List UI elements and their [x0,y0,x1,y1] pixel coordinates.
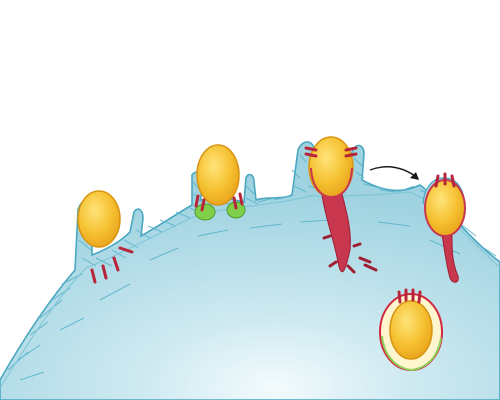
junction-markers [397,288,422,304]
parasite-tail [441,234,459,283]
junction-markers [90,246,134,284]
junction-markers [434,172,456,188]
stage-moving-junction [194,144,246,221]
stage-vacuole [379,288,443,372]
stage-attachment [77,190,134,284]
parasite [77,190,121,248]
trailing-spikes [322,234,378,274]
parasite [196,144,240,206]
junction-markers [194,192,244,212]
junction-markers [304,146,358,158]
parasite [424,179,466,237]
vacuole-green-edge [381,335,442,372]
stage-internalized [422,172,466,283]
parasite [389,300,433,360]
host-cell [0,141,500,400]
progression-arrow [369,166,419,180]
green-protein [194,203,216,221]
enveloping-membrane [310,167,353,199]
trailing-membrane [321,193,351,273]
stage-invasion [304,136,378,274]
